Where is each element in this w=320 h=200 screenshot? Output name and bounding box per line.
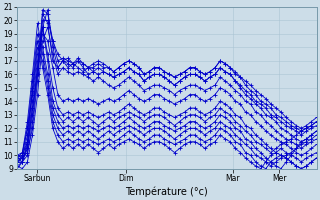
X-axis label: Température (°c): Température (°c) — [125, 186, 208, 197]
